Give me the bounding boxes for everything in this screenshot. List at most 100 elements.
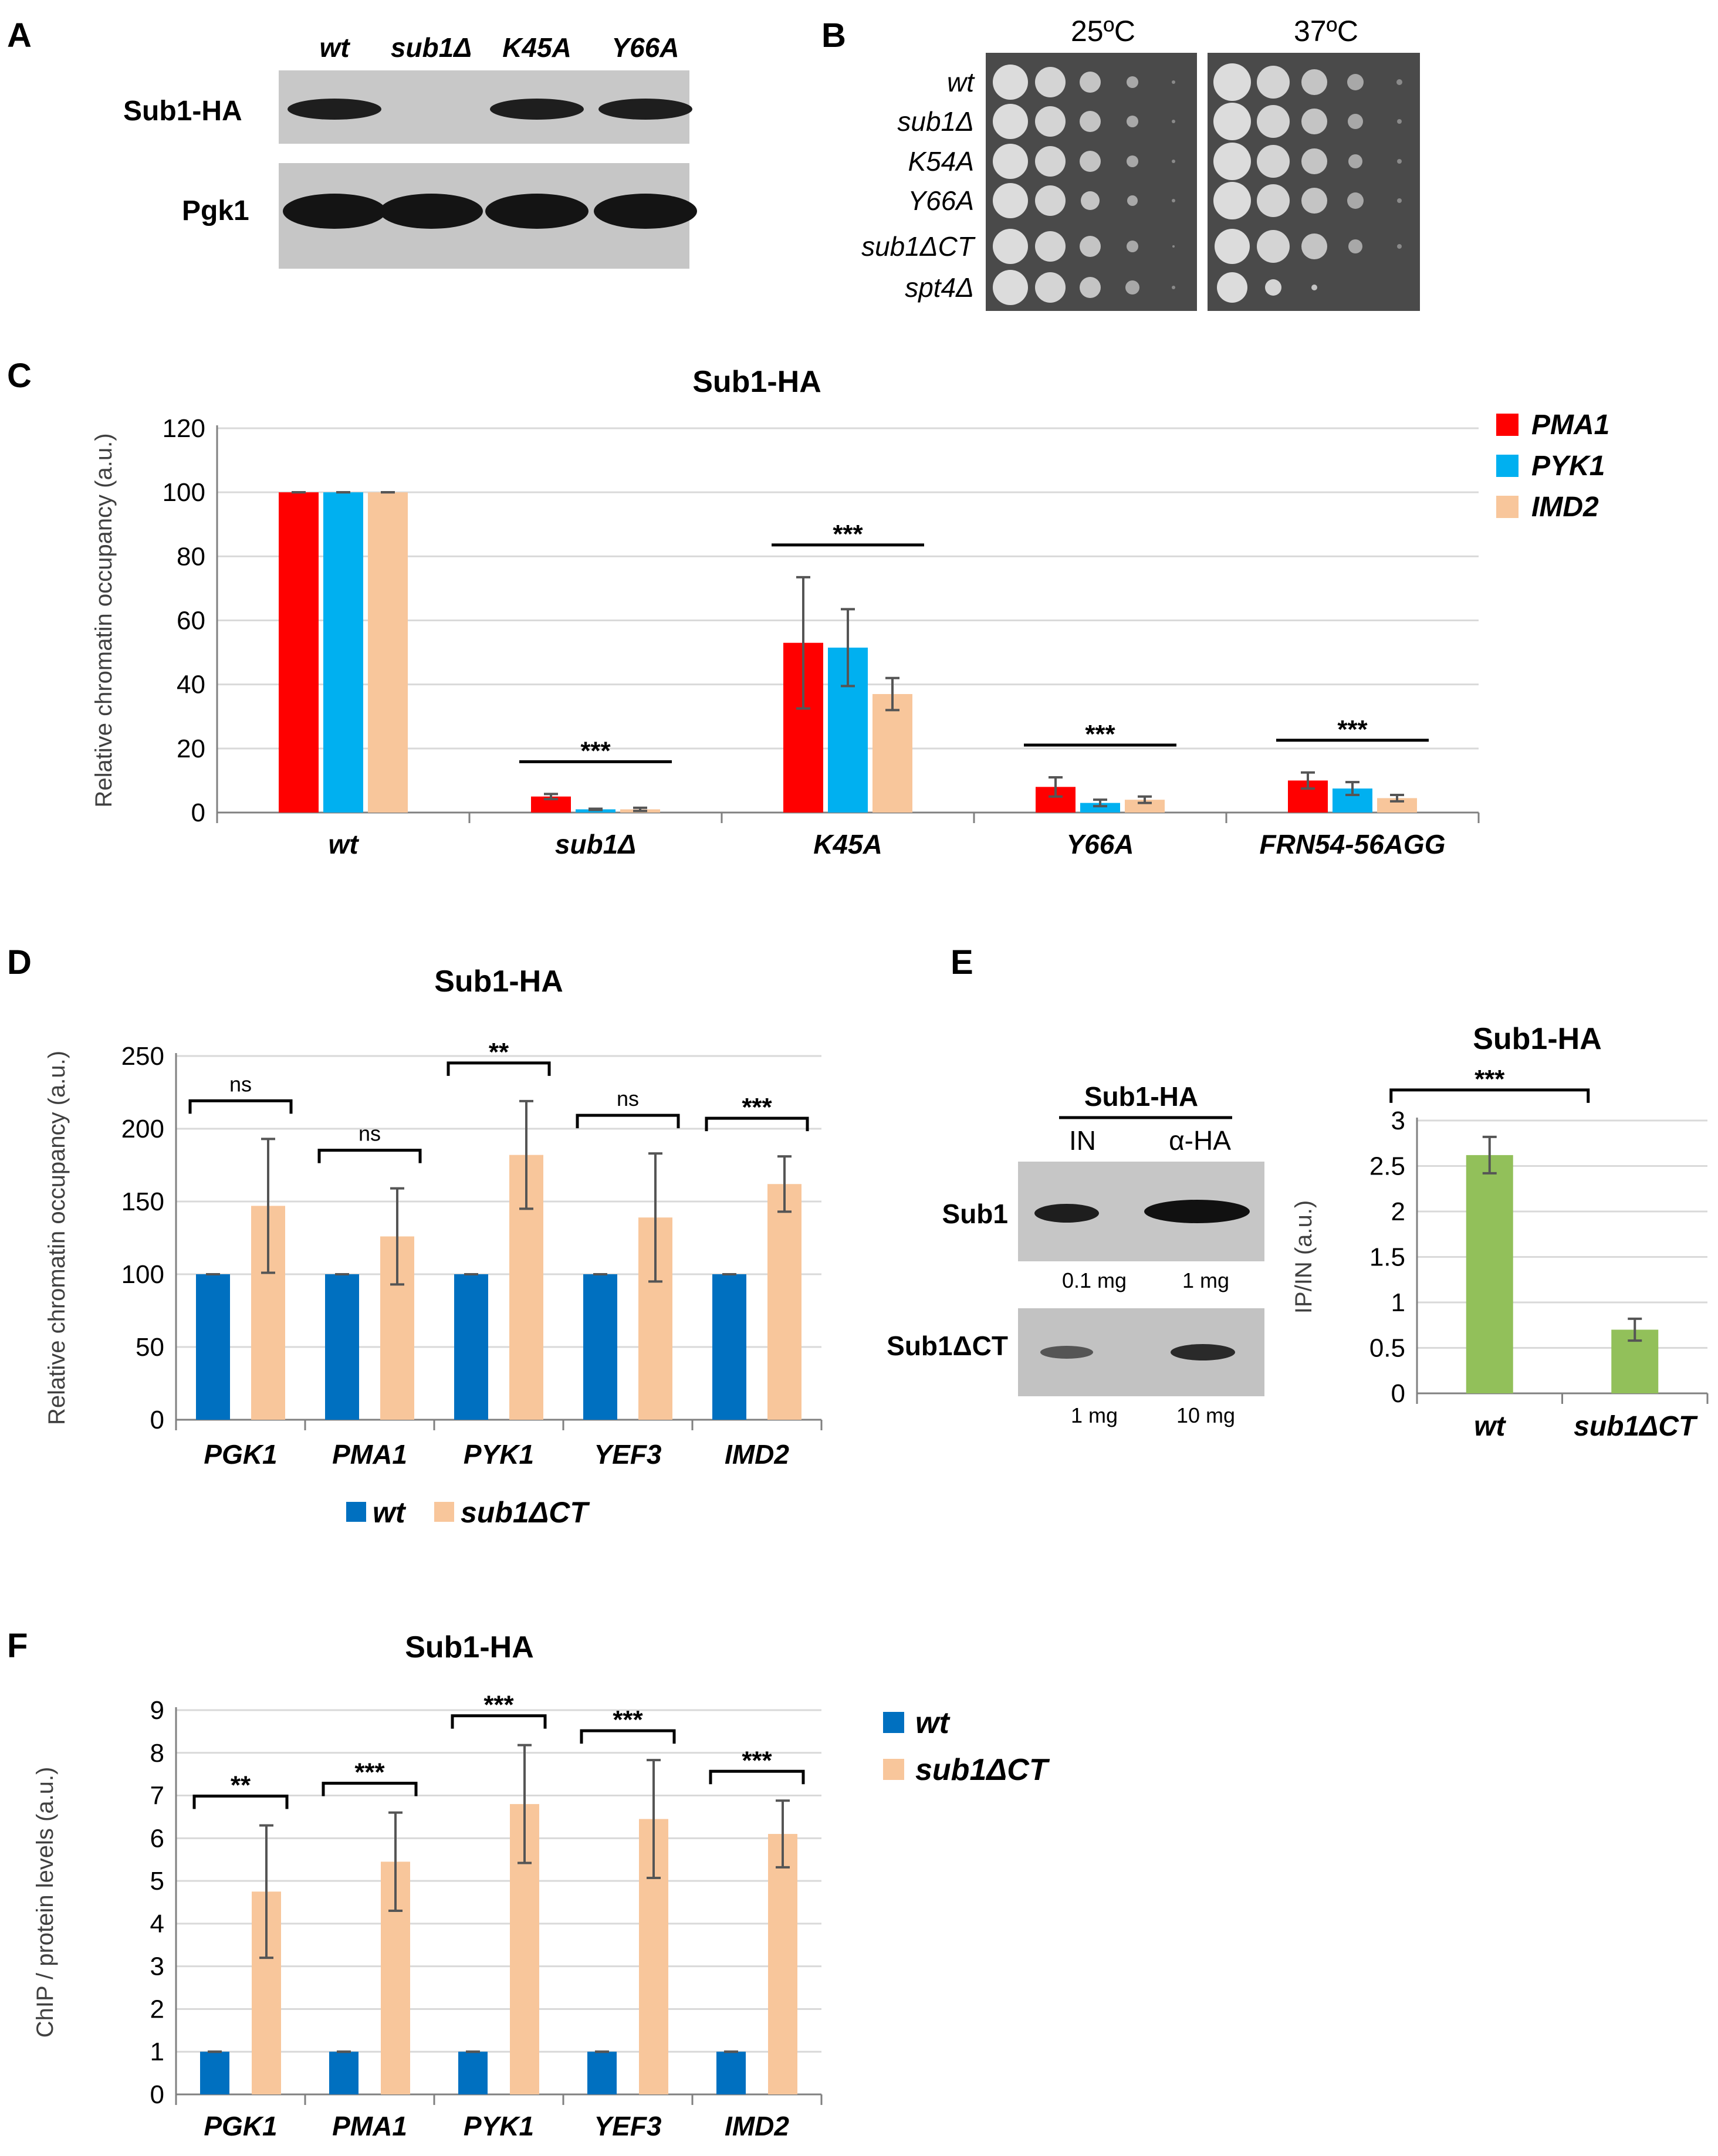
blot-e-col-label: IN	[1069, 1125, 1096, 1156]
legend-swatch-pyk1	[1496, 455, 1519, 477]
blot-a-pgk1-band	[485, 194, 589, 229]
y-tick-label: 2	[150, 1995, 164, 2023]
chart-title: Sub1-HA	[405, 1630, 534, 1664]
yeast-spot	[1348, 154, 1362, 168]
legend-swatch	[883, 1712, 904, 1733]
bar-wt	[200, 2052, 229, 2094]
yeast-spot	[1301, 148, 1327, 174]
yeast-spot	[1347, 74, 1364, 90]
y-axis-label: IP/IN (a.u.)	[1291, 1200, 1317, 1314]
x-category-label: YEF3	[594, 2111, 661, 2141]
significance-label: ***	[580, 736, 611, 765]
spot-temp-label: 25ºC	[1071, 15, 1135, 48]
significance-label: ns	[359, 1122, 381, 1146]
yeast-spot	[1080, 277, 1101, 298]
yeast-spot	[1172, 245, 1175, 248]
y-tick-label: 0	[150, 2080, 164, 2109]
y-tick-label: 0	[150, 1406, 164, 1434]
yeast-spot	[1035, 106, 1066, 137]
x-category-label: K45A	[813, 829, 882, 859]
yeast-spot	[1127, 241, 1138, 252]
y-tick-label: 100	[121, 1260, 164, 1289]
significance-label: **	[231, 1771, 251, 1800]
y-tick-label: 60	[177, 607, 205, 635]
x-category-label: sub1Δ	[555, 829, 636, 859]
legend-swatch-pma1	[1496, 414, 1519, 436]
x-category-label: sub1ΔCT	[1574, 1411, 1698, 1442]
bar-pyk1	[323, 492, 363, 813]
yeast-spot	[1080, 111, 1101, 132]
legend-swatch	[346, 1502, 366, 1522]
blot-a-lane-label: wt	[319, 32, 350, 63]
x-category-label: YEF3	[594, 1439, 661, 1470]
yeast-spot	[993, 104, 1028, 139]
x-category-label: PGK1	[204, 1439, 277, 1470]
bar-pyk1	[1080, 803, 1120, 813]
yeast-spot	[1035, 146, 1066, 177]
yeast-spot	[1301, 109, 1327, 134]
yeast-spot	[1265, 279, 1281, 296]
significance-label: ns	[229, 1072, 252, 1096]
blot-e-row-label: Sub1	[942, 1199, 1008, 1229]
yeast-spot	[1301, 233, 1327, 259]
significance-bracket	[1389, 1088, 1590, 1103]
bar-imd2	[368, 492, 408, 813]
spot-temp-label: 37ºC	[1294, 15, 1358, 48]
yeast-spot	[1172, 120, 1175, 123]
significance-bracket	[447, 1061, 551, 1076]
spot-strain-label: spt4Δ	[905, 272, 974, 303]
significance-label: ***	[354, 1758, 385, 1787]
x-category-label: PYK1	[464, 1439, 534, 1470]
bar-wt	[196, 1274, 230, 1420]
yeast-spot	[1215, 229, 1250, 264]
y-tick-label: 3	[150, 1952, 164, 1981]
significance-bracket	[576, 1113, 680, 1129]
significance-bracket	[188, 1099, 293, 1114]
y-tick-label: 150	[121, 1187, 164, 1216]
significance-bracket	[451, 1714, 547, 1729]
significance-bracket	[580, 1729, 676, 1744]
blot-e-amount: 1 mg	[1071, 1403, 1118, 1427]
significance-label: ***	[483, 1691, 514, 1720]
bar-wt	[712, 1274, 746, 1420]
yeast-spot	[1080, 151, 1101, 172]
yeast-spot	[1397, 244, 1402, 249]
legend-swatch-imd2	[1496, 496, 1519, 518]
yeast-spot	[1397, 159, 1402, 164]
western-blot-a	[279, 70, 697, 269]
yeast-spot	[1035, 185, 1066, 216]
blot-e-band	[1040, 1346, 1093, 1359]
bar-sub1-ct	[767, 1184, 801, 1420]
y-tick-label: 8	[150, 1739, 164, 1768]
spot-strain-label: sub1Δ	[897, 106, 974, 137]
blot-e-col-label: α-HA	[1169, 1125, 1231, 1156]
y-tick-label: 5	[150, 1867, 164, 1896]
significance-label: ***	[613, 1705, 643, 1734]
blot-a-pgk1-band	[594, 194, 697, 229]
y-axis-label: Relative chromatin occupancy (a.u.)	[44, 1051, 70, 1425]
significance-bracket	[317, 1149, 422, 1163]
significance-bracket	[705, 1116, 809, 1132]
y-tick-label: 120	[163, 414, 205, 443]
chart-e: Sub1-HA IP/IN (a.u.) 0 0.5 1 1.5 2 2.5 3 wt *** sub…	[1291, 1022, 1709, 1442]
blot-e-amount: 1 mg	[1182, 1268, 1229, 1292]
y-tick-label: 2.5	[1369, 1152, 1405, 1181]
bar-ip-in	[1466, 1155, 1513, 1393]
bar-wt	[583, 1274, 617, 1420]
yeast-spot	[1080, 72, 1101, 93]
blot-a-pgk1-band	[283, 194, 386, 229]
yeast-spot	[993, 229, 1028, 264]
x-category-label: IMD2	[725, 1439, 789, 1470]
y-tick-label: 40	[177, 671, 205, 699]
yeast-spot	[1213, 63, 1251, 101]
x-category-label: FRN54-56AGG	[1260, 829, 1446, 859]
panel-label-d: D	[7, 943, 32, 981]
legend-label: sub1ΔCT	[461, 1496, 590, 1529]
panel-label-c: C	[7, 357, 32, 395]
yeast-spot	[1347, 192, 1364, 209]
bar-sub1-ct	[768, 1834, 797, 2094]
x-category-label: PMA1	[332, 1439, 407, 1470]
yeast-spot	[1035, 231, 1066, 262]
bar-imd2	[872, 694, 912, 813]
y-tick-label: 20	[177, 735, 205, 763]
